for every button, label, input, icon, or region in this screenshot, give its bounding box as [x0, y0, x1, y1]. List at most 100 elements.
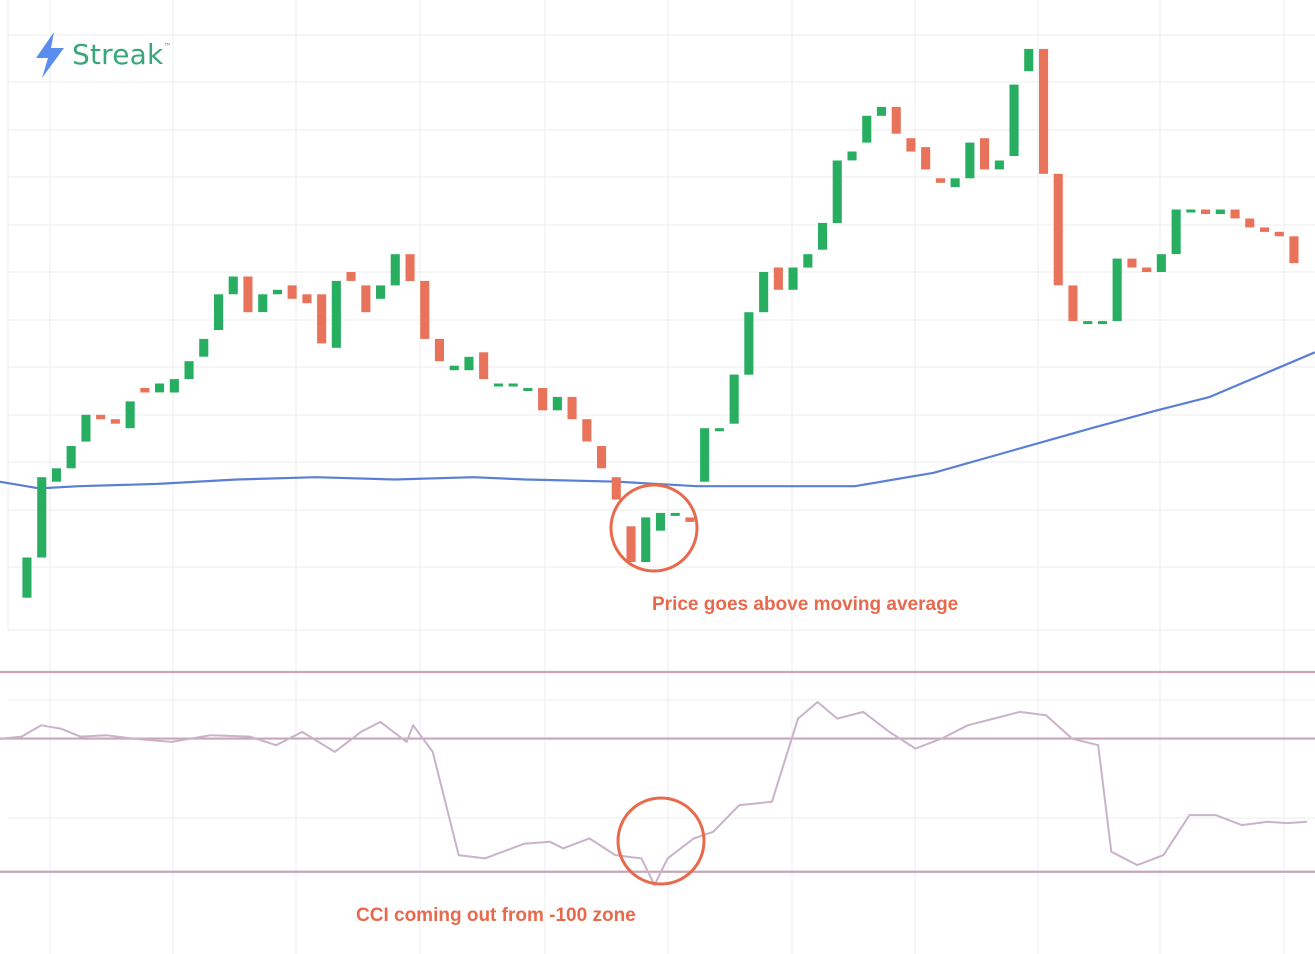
candle	[935, 178, 945, 183]
candle	[140, 388, 150, 393]
candle	[1083, 321, 1093, 325]
candle	[51, 468, 61, 482]
candle	[582, 419, 592, 442]
candle	[759, 272, 769, 313]
moving-average-series	[0, 351, 1315, 490]
candle	[1289, 236, 1299, 264]
candle	[1024, 48, 1034, 72]
candle	[287, 285, 297, 299]
lightning-bolt-icon	[36, 32, 64, 78]
candle	[125, 401, 135, 429]
candle	[876, 106, 886, 116]
candle	[184, 361, 194, 379]
cci-line	[1, 701, 1308, 886]
candle	[302, 294, 312, 304]
candle	[611, 477, 621, 500]
candle	[22, 557, 32, 598]
candle	[1201, 209, 1211, 214]
candle	[744, 312, 754, 375]
candle	[434, 338, 444, 362]
candle	[1009, 84, 1019, 156]
cci-annotation: CCI coming out from -100 zone	[356, 905, 636, 926]
candle	[199, 338, 209, 357]
candle	[906, 138, 916, 152]
candle	[228, 276, 238, 295]
candle	[96, 414, 106, 420]
candle	[714, 428, 724, 432]
cci-series	[1, 701, 1308, 886]
candle	[567, 396, 577, 420]
candle	[523, 388, 533, 391]
candle	[361, 285, 371, 313]
candle	[655, 512, 665, 531]
candle	[685, 517, 695, 522]
candle	[1260, 227, 1270, 232]
candle	[243, 276, 253, 313]
brand-name: Streak	[72, 38, 164, 71]
candle	[493, 383, 503, 387]
candle	[449, 365, 459, 371]
candle	[1171, 209, 1181, 255]
candle	[773, 267, 783, 290]
candle	[729, 374, 739, 424]
cci-level-lines	[0, 670, 1315, 873]
cci-cross-circle	[616, 796, 706, 886]
candle	[626, 526, 636, 562]
candle	[331, 280, 341, 348]
candle	[508, 383, 518, 387]
candle	[155, 383, 165, 393]
candle	[346, 272, 356, 281]
candlestick-series	[22, 48, 1299, 598]
candle	[66, 446, 76, 469]
candle	[994, 160, 1004, 170]
candle	[37, 477, 47, 558]
candle	[788, 267, 798, 290]
candle	[376, 285, 386, 299]
candle	[110, 419, 120, 424]
candle	[317, 294, 327, 344]
candle	[272, 289, 282, 295]
candle	[552, 396, 562, 411]
trademark-symbol: ™	[163, 42, 172, 51]
candle	[258, 294, 268, 313]
candle	[420, 280, 430, 339]
candle	[670, 512, 680, 516]
candle	[214, 294, 224, 330]
candle	[641, 517, 651, 562]
candle	[169, 379, 179, 393]
candle	[464, 356, 474, 371]
candle	[1274, 231, 1284, 237]
candle	[832, 160, 842, 223]
candle	[405, 254, 415, 281]
candle	[81, 414, 91, 442]
candle	[965, 142, 975, 179]
candle	[891, 106, 901, 134]
candle	[1142, 267, 1152, 272]
candle	[980, 138, 990, 170]
candle	[1097, 321, 1107, 325]
candle	[950, 178, 960, 188]
candle	[847, 151, 857, 161]
candle	[1186, 209, 1196, 213]
candle	[803, 254, 813, 268]
candle	[597, 446, 607, 469]
candle	[1039, 48, 1049, 174]
candle	[479, 352, 489, 380]
candle	[1245, 218, 1255, 228]
candle	[1112, 258, 1122, 322]
price-cross-circle	[609, 483, 699, 573]
candle	[1230, 209, 1240, 219]
price-annotation: Price goes above moving average	[652, 594, 959, 615]
candle	[1127, 258, 1137, 268]
candle	[390, 254, 400, 286]
candle	[1068, 285, 1078, 322]
candle	[921, 147, 931, 170]
annotation-circles	[609, 483, 706, 886]
moving-average-line	[0, 351, 1315, 490]
candle	[538, 388, 548, 411]
brand-logo: Streak ™	[34, 32, 171, 78]
candle	[1156, 254, 1166, 272]
candle	[818, 222, 828, 250]
candle	[1053, 173, 1063, 286]
